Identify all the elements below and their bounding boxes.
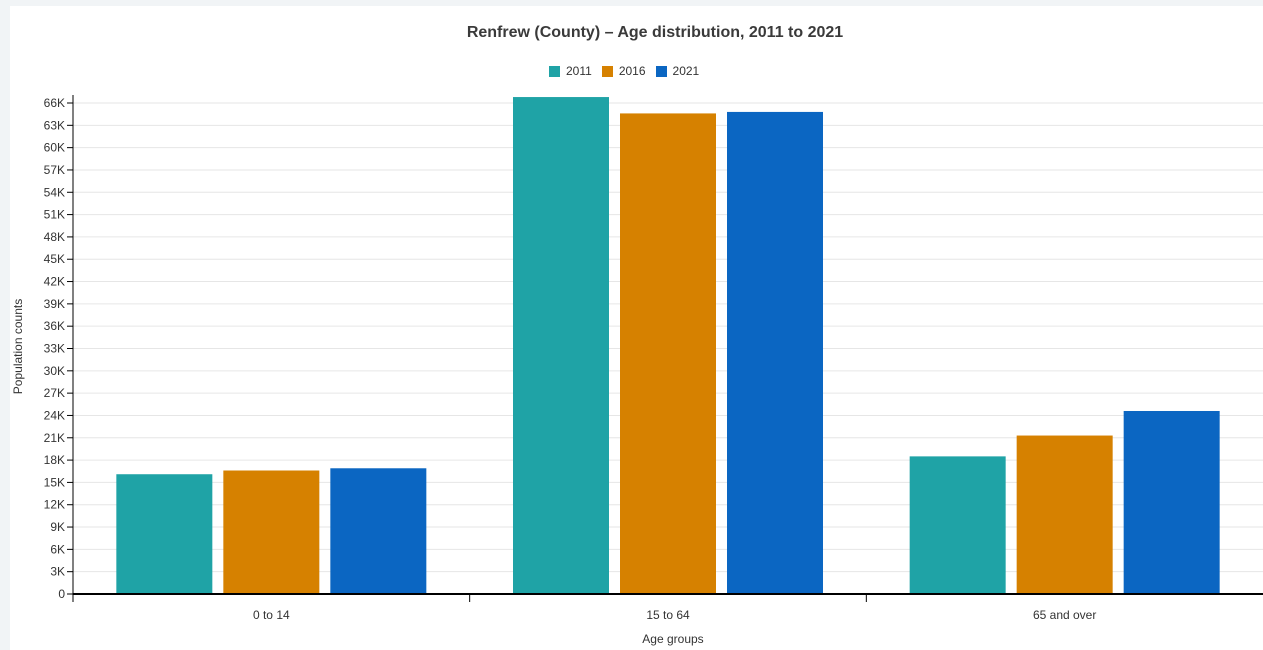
bar-2021-0[interactable] (330, 468, 427, 594)
y-tick-label: 3K (50, 565, 65, 579)
y-tick-label: 33K (44, 342, 65, 356)
y-tick-label: 27K (44, 386, 65, 400)
bar-2011-0[interactable] (116, 474, 213, 594)
legend-label-2016: 2016 (618, 64, 646, 78)
legend-item-2021[interactable]: 2021 (655, 64, 700, 78)
bar-2011-1[interactable] (513, 97, 609, 594)
legend-swatch-2016 (601, 65, 613, 77)
y-tick-label: 0 (58, 587, 65, 601)
chart-legend: 2011 2016 2021 (549, 64, 709, 78)
y-tick-label: 15K (44, 475, 65, 489)
legend-swatch-2021 (655, 65, 667, 77)
bars (116, 97, 1220, 594)
bar-2021-2[interactable] (1123, 410, 1220, 594)
y-tick-label: 24K (44, 408, 65, 422)
y-tick-label: 60K (44, 141, 65, 155)
y-tick-label: 18K (44, 453, 65, 467)
y-tick-label: 21K (44, 431, 65, 445)
x-axis-label: Age groups (642, 632, 703, 646)
y-tick-label: 57K (44, 163, 65, 177)
x-tick-label: 0 to 14 (253, 608, 290, 622)
x-tick-label: 15 to 64 (646, 608, 690, 622)
y-tick-label: 9K (50, 520, 65, 534)
x-tick-label: 65 and over (1033, 608, 1096, 622)
legend-label-2011: 2011 (566, 64, 592, 78)
y-tick-label: 45K (44, 252, 65, 266)
legend-item-2011[interactable]: 2011 (549, 64, 592, 78)
bar-2016-1[interactable] (620, 113, 716, 594)
chart-title: Renfrew (County) – Age distribution, 201… (466, 24, 844, 41)
legend-label-2021: 2021 (672, 64, 700, 78)
y-tick-label: 66K (44, 96, 65, 110)
y-tick-label: 12K (44, 498, 65, 512)
y-tick-label: 48K (44, 230, 65, 244)
bar-2016-2[interactable] (1016, 435, 1113, 594)
legend-swatch-2011 (549, 65, 560, 77)
y-axis-ticks: 0 3K 6K 9K 12K 15K 18K 21K 24K 27K 30K 33K 36K 39K 42K… (44, 96, 73, 601)
y-tick-label: 63K (44, 118, 65, 132)
x-axis-ticks: 0 to 14 15 to 64 65 and over (72, 594, 1096, 622)
bar-2021-1[interactable] (727, 111, 823, 594)
y-tick-label: 39K (44, 297, 65, 311)
bar-2016-0[interactable] (223, 470, 320, 594)
y-tick-label: 51K (44, 208, 65, 222)
legend-item-2016[interactable]: 2016 (601, 64, 646, 78)
y-tick-label: 6K (50, 542, 65, 556)
y-tick-label: 54K (44, 185, 65, 199)
y-axis-label: Population counts (11, 299, 25, 394)
y-tick-label: 36K (44, 319, 65, 333)
y-tick-label: 30K (44, 364, 65, 378)
y-tick-label: 42K (44, 275, 65, 289)
bar-2011-2[interactable] (909, 456, 1006, 594)
